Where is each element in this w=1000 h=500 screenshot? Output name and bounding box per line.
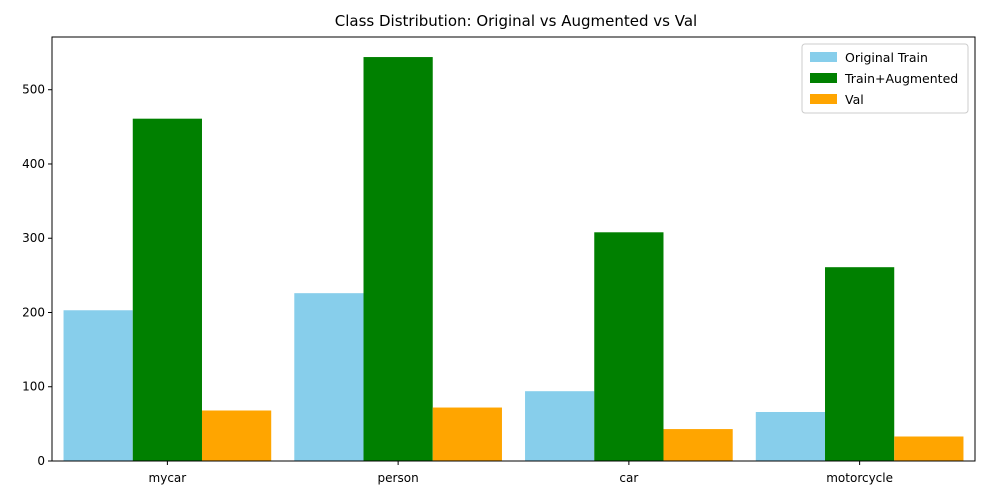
legend-label: Val [845, 92, 864, 107]
legend-swatch [810, 94, 837, 104]
y-tick-label: 400 [22, 157, 45, 171]
bars-group [63, 57, 964, 461]
legend-swatch [810, 73, 837, 83]
bar-motorcycle-2 [894, 436, 964, 461]
x-tick-label: motorcycle [826, 471, 893, 485]
bar-car-2 [663, 429, 733, 461]
legend-label: Train+Augmented [844, 71, 958, 86]
bar-mycar-2 [201, 410, 272, 461]
y-axis: 0 100 200 300 400 500 [22, 83, 52, 468]
legend-label: Original Train [845, 50, 928, 65]
legend: Original Train Train+Augmented Val [801, 43, 969, 114]
bar-car-0 [525, 391, 595, 461]
legend-swatch [810, 52, 837, 62]
y-tick-label: 100 [22, 380, 45, 394]
plot-frame [51, 36, 976, 462]
bar-person-2 [432, 407, 502, 461]
x-tick-label: car [619, 471, 638, 485]
bar-person-1 [363, 57, 433, 461]
y-tick-label: 0 [37, 454, 45, 468]
x-tick-label: person [378, 471, 419, 485]
bar-motorcycle-0 [755, 411, 826, 461]
bar-car-1 [594, 232, 664, 461]
legend-box [801, 43, 969, 114]
bar-mycar-0 [63, 310, 133, 461]
y-tick-label: 500 [22, 83, 45, 97]
chart-title: Class Distribution: Original vs Augmente… [335, 12, 697, 30]
x-axis: mycar person car motorcycle [149, 461, 893, 485]
y-tick-label: 300 [22, 231, 45, 245]
bar-mycar-1 [132, 118, 202, 461]
x-tick-label: mycar [149, 471, 187, 485]
y-tick-label: 200 [22, 305, 45, 319]
bar-person-0 [294, 293, 364, 461]
bar-motorcycle-1 [825, 267, 895, 461]
